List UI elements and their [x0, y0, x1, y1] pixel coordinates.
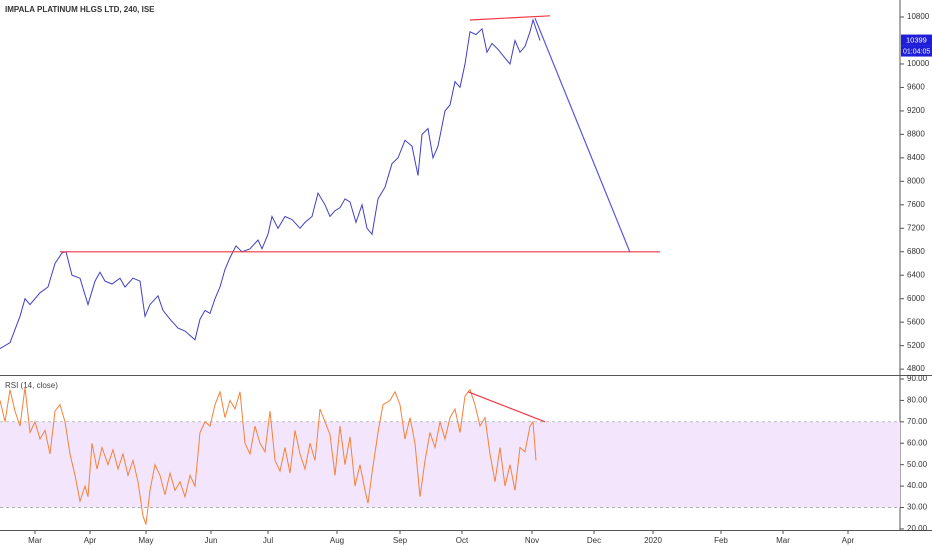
x-tick-label: 2020	[644, 536, 662, 545]
y-tick-label: 9600	[907, 83, 925, 92]
x-tick-label: Dec	[587, 536, 601, 545]
x-tick-label: Apr	[84, 536, 97, 545]
y-tick-label: 90.00	[907, 374, 928, 383]
series-line	[0, 387, 537, 525]
y-tick-label: 10800	[907, 12, 930, 21]
y-tick-label: 7600	[907, 200, 925, 209]
x-tick-label: Nov	[525, 536, 539, 545]
x-tick-label: Aug	[330, 536, 344, 545]
y-tick-label: 4800	[907, 364, 925, 373]
y-tick-label: 8000	[907, 176, 925, 185]
x-tick-label: Oct	[456, 536, 469, 545]
y-tick-label: 9200	[907, 106, 925, 115]
y-tick-label: 8800	[907, 129, 925, 138]
x-tick-label: Jun	[205, 536, 218, 545]
y-tick-label: 5200	[907, 341, 925, 350]
x-tick-label: Sep	[393, 536, 408, 545]
y-tick-label: 30.00	[907, 503, 928, 512]
y-tick-label: 5600	[907, 317, 925, 326]
y-tick-label: 7200	[907, 223, 925, 232]
y-tick-label: 60.00	[907, 438, 928, 447]
x-tick-label: Jul	[263, 536, 273, 545]
x-tick-label: Mar	[28, 536, 42, 545]
trend-line	[467, 391, 546, 423]
y-tick-label: 70.00	[907, 417, 928, 426]
y-tick-label: 6000	[907, 294, 925, 303]
y-tick-label: 6400	[907, 270, 925, 279]
countdown-label: 01:04:05	[903, 48, 930, 55]
series-line	[0, 18, 541, 350]
price-badge	[901, 34, 932, 46]
y-tick-label: 8400	[907, 153, 925, 162]
trend-line	[534, 17, 631, 253]
rsi-band	[0, 421, 900, 508]
chart-title: IMPALA PLATINUM HLGS LTD, 240, ISE	[5, 5, 155, 14]
y-tick-label: 20.00	[907, 524, 928, 533]
x-tick-label: Mar	[776, 536, 790, 545]
x-tick-label: Apr	[842, 536, 855, 545]
y-tick-label: 10000	[907, 59, 930, 68]
rsi-title: RSI (14, close)	[5, 381, 58, 390]
countdown-badge	[901, 45, 932, 57]
y-tick-label: 50.00	[907, 460, 928, 469]
trend-line	[469, 15, 551, 21]
y-tick-label: 6800	[907, 247, 925, 256]
x-tick-label: Feb	[714, 536, 728, 545]
y-tick-label: 40.00	[907, 481, 928, 490]
y-tick-label: 80.00	[907, 396, 928, 405]
price-badge-label: 10399	[906, 36, 927, 45]
x-tick-label: May	[138, 536, 153, 545]
